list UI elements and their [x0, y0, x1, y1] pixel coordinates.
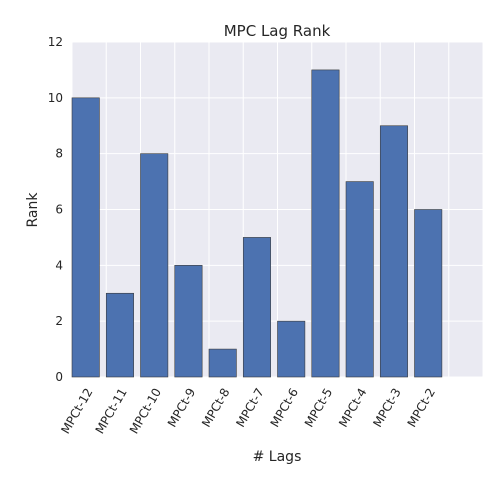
- x-tick-label: MPCt-10: [127, 386, 164, 437]
- x-tick-label: MPCt-4: [336, 386, 369, 430]
- x-tick-label: MPCt-3: [370, 386, 403, 430]
- x-tick-label: MPCt-6: [268, 386, 301, 430]
- bar-MPCt-10: [140, 153, 169, 378]
- x-tick-label: MPCt-2: [405, 386, 438, 430]
- chart-title: MPC Lag Rank: [224, 22, 331, 40]
- bar-MPCt-2: [414, 209, 443, 378]
- y-tick-label: 12: [48, 35, 63, 49]
- bar-MPCt-9: [174, 265, 203, 378]
- y-tick-label: 0: [55, 370, 63, 384]
- bar-MPCt-7: [242, 237, 271, 378]
- y-tick-label: 4: [55, 258, 63, 272]
- y-tick-label: 10: [48, 91, 63, 105]
- x-tick-label: MPCt-8: [199, 386, 232, 430]
- bar-MPCt-8: [208, 348, 237, 378]
- y-tick-label: 2: [55, 314, 63, 328]
- x-tick-label: MPCt-9: [165, 386, 198, 430]
- y-axis-label: Rank: [25, 192, 41, 228]
- bar-MPCt-6: [277, 320, 306, 378]
- bar-MPCt-12: [71, 97, 100, 378]
- x-tick-label: MPCt-7: [233, 386, 266, 430]
- y-tick-label: 8: [55, 147, 63, 161]
- bar-MPCt-5: [311, 69, 340, 378]
- y-tick-label: 6: [55, 203, 63, 217]
- bar-MPCt-4: [345, 181, 374, 378]
- bar-MPCt-11: [105, 292, 134, 378]
- bar-MPCt-3: [379, 125, 408, 378]
- x-tick-label: MPCt-5: [302, 386, 335, 430]
- x-tick-label: MPCt-12: [58, 386, 95, 437]
- x-tick-label: MPCt-11: [93, 386, 130, 437]
- x-axis-label: # Lags: [253, 449, 302, 465]
